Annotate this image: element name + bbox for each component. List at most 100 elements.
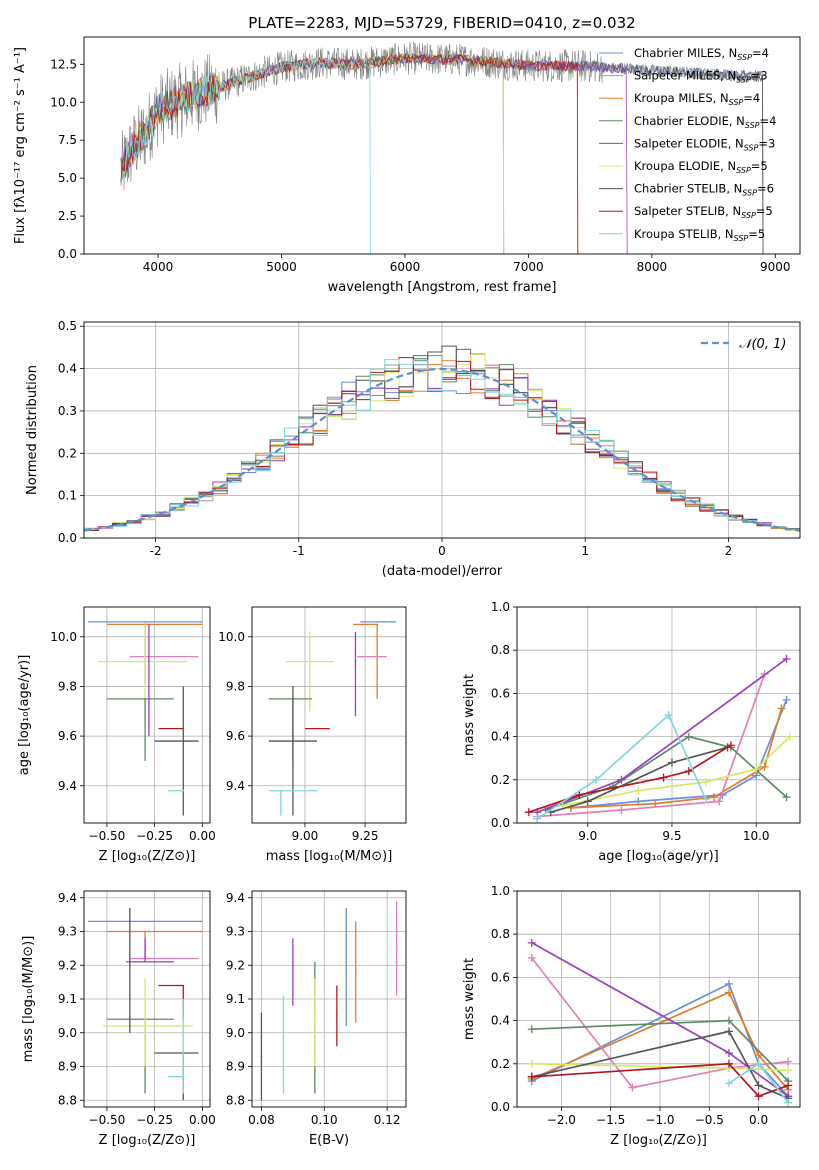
errorbar-point [144, 930, 146, 933]
y-tick-label: 0.0 [491, 1100, 510, 1114]
weight-marker [754, 1059, 763, 1068]
y-tick-label: 0.0 [58, 247, 77, 261]
x-tick-label: 5000 [266, 260, 297, 274]
y-tick-label: 0.8 [491, 643, 510, 657]
errorbar-point [354, 660, 357, 663]
weight-marker [617, 775, 626, 784]
y-axis-label: age [log₁₀(age/yr)] [17, 655, 32, 776]
weight-vs-age-panel: 9.0 9.5 10.0 0.0 0.2 0.4 0.6 0.8 1.0 age [log₁₀(a… [462, 600, 801, 864]
axes-frame [251, 890, 407, 1108]
y-tick-label: 9.8 [226, 679, 245, 693]
axes-frame [516, 890, 801, 1108]
y-tick-label: 9.3 [226, 925, 245, 939]
y-tick-label: 8.9 [226, 1060, 245, 1074]
y-tick-label: 9.4 [226, 779, 245, 793]
errorbar-point [395, 947, 398, 950]
axes-frame [83, 321, 801, 539]
weight-marker [659, 773, 668, 782]
weight-marker [710, 793, 719, 802]
residuals-marks [84, 345, 800, 538]
plots-group: 4000 5000 6000 7000 8000 90000.02.55.07.510.0… [13, 36, 801, 1148]
y-axis-label: mass weight [462, 958, 477, 1040]
weight-marker [725, 988, 734, 997]
mass-vs-z-panel: −0.50 −0.25 0.00 8.8 8.9 9.0 9.1 9.2 9.3 9.4 Z [lo… [21, 890, 216, 1148]
y-tick-label: 0.8 [491, 927, 510, 941]
x-tick-label: -1 [293, 544, 305, 558]
errorbar-point [345, 967, 348, 970]
age-vs-mass-panel: 9.00 9.25 9.4 9.6 9.8 10.0 mass [log₁₀(M/M⊙)] [218, 606, 407, 864]
errorbar-point [354, 971, 357, 973]
normal-pdf-curve [84, 367, 800, 532]
age-vs-z-panel: −0.50 −0.25 0.00 9.4 9.6 9.8 10.0 Z [log₁₀(Z/Z⊙… [17, 606, 216, 864]
errorbar-point [280, 789, 282, 792]
weight-marker [725, 1027, 734, 1036]
weight-vs-z-panel: −2.0 −1.5 −1.0 −0.5 0.0 0.0 0.2 0.4 0.6 0.8 1.0 Z [… [462, 884, 801, 1148]
y-tick-label: 9.3 [58, 925, 77, 939]
errorbar-point [163, 957, 165, 960]
weight-marker [664, 711, 673, 719]
errorbar-point [182, 789, 185, 792]
errorbar-point [148, 685, 150, 688]
x-tick-label: 6000 [390, 260, 421, 274]
y-tick-label: 0.6 [491, 686, 510, 700]
y-tick-label: 8.9 [58, 1060, 77, 1074]
y-tick-label: 0.5 [58, 319, 77, 333]
y-tick-label: 2.5 [58, 209, 77, 223]
weight-marker [725, 1079, 734, 1088]
y-tick-label: 10.0 [50, 630, 77, 644]
errorbar-point [182, 740, 185, 742]
weight-marker [754, 1051, 763, 1060]
x-tick-label: −1.0 [645, 1113, 674, 1127]
weight-marker [634, 786, 643, 795]
x-tick-label: 9.0 [578, 829, 597, 843]
errorbar-point [357, 655, 359, 658]
axes-frame [251, 606, 407, 824]
y-tick-label: 0.2 [491, 1057, 510, 1071]
y-axis-label: mass weight [462, 674, 477, 756]
weight-marker [524, 808, 533, 817]
weight-marker [527, 938, 536, 947]
errorbar-point [292, 971, 294, 973]
y-tick-label: 12.5 [50, 57, 77, 71]
errorbar-point [376, 623, 378, 626]
y-tick-label: 0.2 [58, 446, 77, 460]
weight-marker [725, 979, 734, 988]
errorbar-point [282, 1045, 285, 1048]
spectrum-panel: 4000 5000 6000 7000 8000 9000 0.0 2.5 5.0 7.5 10.0… [13, 36, 801, 295]
x-axis-label: E(B-V) [309, 1133, 349, 1148]
x-tick-label: −0.25 [136, 829, 173, 843]
errorbar-point [144, 1025, 146, 1027]
legend-entry: Kroupa STELIB, NSSP=5 [634, 227, 765, 243]
y-tick-label: 8.8 [58, 1093, 77, 1107]
weight-marker [752, 765, 761, 773]
weight-marker [754, 1092, 763, 1101]
x-tick-label: 0.0 [749, 1113, 768, 1127]
spectrum-marks [120, 41, 764, 254]
y-tick-label: 9.4 [226, 891, 245, 905]
weight-marker [725, 1049, 734, 1057]
weight-marker [527, 1025, 536, 1034]
x-axis-label: Z [log₁₀(Z/Z⊙)] [610, 1133, 707, 1148]
weight-marker [726, 741, 735, 750]
x-tick-label: −1.5 [596, 1113, 625, 1127]
weight-marker [784, 1081, 793, 1090]
y-tick-label: 9.0 [58, 1026, 77, 1040]
weight-marker [784, 1098, 793, 1107]
y-tick-label: 9.2 [58, 958, 77, 972]
x-tick-label: 0.12 [374, 1113, 401, 1127]
errorbar-point [144, 698, 146, 700]
weight-marker [592, 775, 601, 784]
axes-frame [83, 36, 801, 255]
x-axis-label: wavelength [Angstrom, rest frame] [328, 280, 557, 295]
weight-marker [701, 795, 710, 804]
x-tick-label: -2 [150, 544, 162, 558]
weight-marker [684, 767, 693, 776]
y-tick-label: 5.0 [58, 171, 77, 185]
weight-marker [725, 1059, 734, 1068]
y-tick-label: 0.4 [491, 1014, 510, 1028]
mass-vs-ebv-panel: 0.08 0.10 0.12 8.8 8.9 9.0 9.1 9.2 9.3 9.4 E(B-V) [226, 890, 407, 1148]
weight-marker [527, 1059, 536, 1068]
weight-marker [628, 1083, 637, 1092]
